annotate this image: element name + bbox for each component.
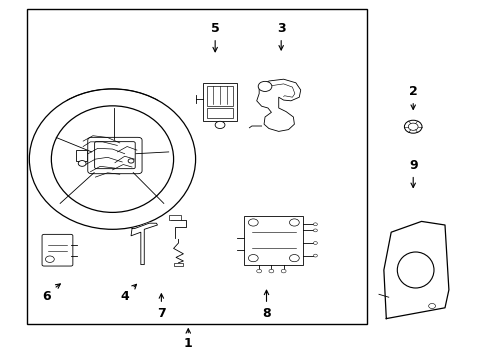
Ellipse shape [29, 89, 195, 229]
Bar [244, 216, 303, 265]
Circle shape [289, 255, 299, 262]
Circle shape [313, 254, 317, 257]
Polygon shape [131, 223, 157, 265]
FancyBboxPatch shape [87, 137, 142, 174]
Circle shape [428, 303, 435, 309]
Circle shape [215, 121, 224, 129]
Text: 2: 2 [408, 85, 417, 98]
Circle shape [268, 269, 273, 273]
Circle shape [313, 223, 317, 226]
Circle shape [248, 219, 258, 226]
Ellipse shape [51, 106, 173, 212]
Bar [203, 83, 237, 121]
Circle shape [281, 269, 285, 273]
FancyBboxPatch shape [42, 234, 73, 266]
Circle shape [313, 242, 317, 244]
Text: 9: 9 [408, 159, 417, 172]
Text: 7: 7 [157, 307, 165, 320]
Circle shape [256, 269, 261, 273]
Circle shape [128, 159, 134, 163]
Text: 4: 4 [120, 291, 129, 303]
Text: 3: 3 [276, 22, 285, 35]
Circle shape [404, 120, 421, 133]
Bar [27, 9, 366, 324]
Bar [76, 150, 86, 161]
Circle shape [258, 81, 271, 91]
Text: 8: 8 [262, 307, 270, 320]
Polygon shape [383, 221, 448, 319]
Bar [206, 86, 233, 106]
Circle shape [45, 256, 54, 262]
Text: 5: 5 [210, 22, 219, 35]
Circle shape [313, 229, 317, 232]
FancyBboxPatch shape [95, 141, 135, 168]
Text: 1: 1 [183, 337, 192, 350]
Bar [168, 215, 181, 220]
Bar [206, 108, 233, 118]
Ellipse shape [397, 252, 433, 288]
Circle shape [248, 255, 258, 262]
Circle shape [78, 161, 86, 166]
Text: 6: 6 [42, 291, 51, 303]
Bar [173, 263, 183, 266]
Circle shape [289, 219, 299, 226]
Circle shape [407, 123, 417, 130]
